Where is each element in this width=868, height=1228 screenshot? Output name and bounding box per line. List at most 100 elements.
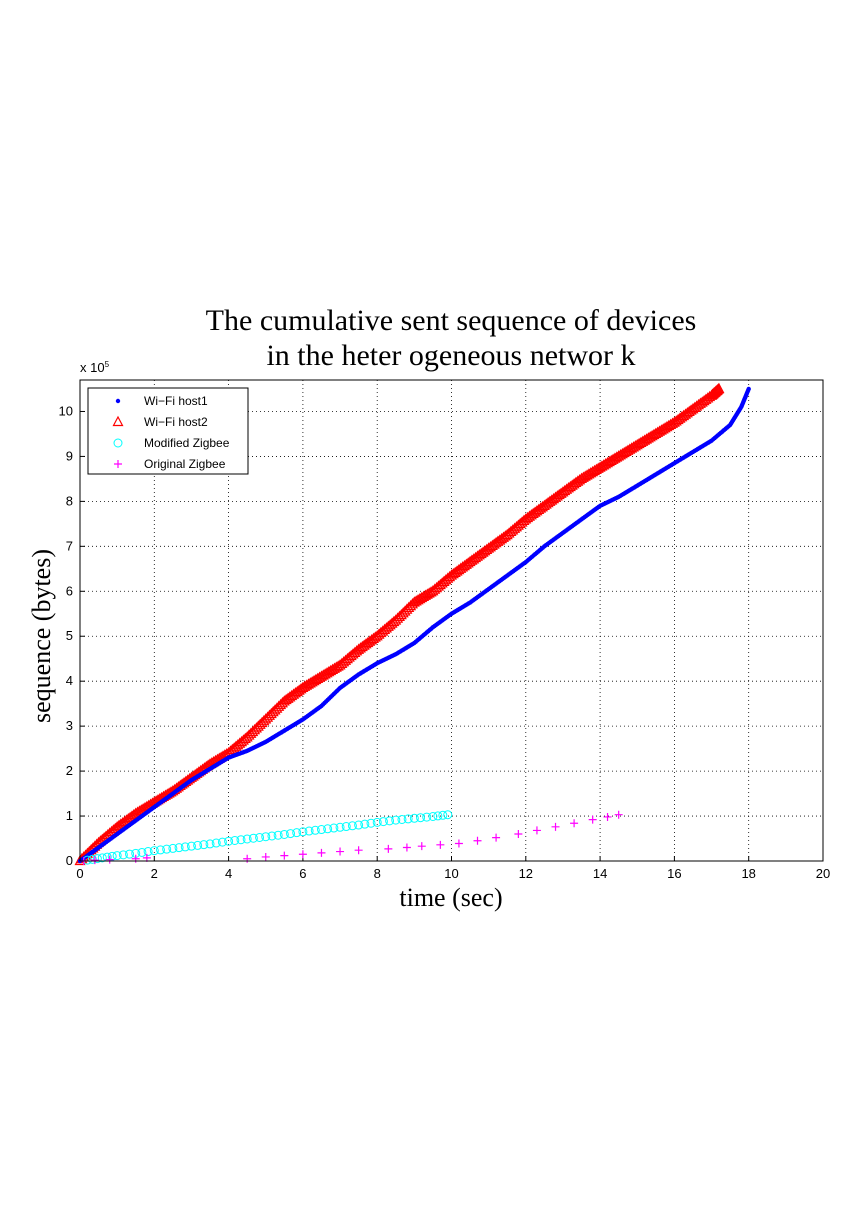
x-tick-label: 2 bbox=[151, 866, 158, 881]
data-point bbox=[614, 810, 623, 819]
data-point bbox=[249, 723, 261, 735]
data-point bbox=[292, 828, 302, 838]
x-tick-labels: 0 2 4 6 8 10 12 14 16 18 20 bbox=[76, 866, 830, 881]
data-point bbox=[107, 851, 117, 861]
data-point bbox=[242, 834, 252, 844]
data-point bbox=[388, 615, 400, 627]
data-point bbox=[323, 824, 333, 834]
data-point bbox=[746, 386, 751, 392]
data-point bbox=[422, 812, 432, 822]
y-tick-label: 10 bbox=[59, 403, 73, 418]
data-point bbox=[409, 813, 419, 823]
series-wi-fi-host2 bbox=[74, 382, 725, 866]
data-point bbox=[279, 829, 289, 839]
y-tick-label: 3 bbox=[66, 718, 73, 733]
data-point bbox=[236, 835, 246, 845]
data-point bbox=[149, 846, 159, 856]
data-point bbox=[168, 843, 178, 853]
data-point bbox=[275, 698, 287, 710]
data-point bbox=[269, 704, 281, 715]
data-point bbox=[436, 840, 445, 849]
y-tick-label: 0 bbox=[66, 853, 73, 868]
y-tick-label: 5 bbox=[66, 628, 73, 643]
data-point bbox=[347, 821, 357, 831]
data-point bbox=[256, 716, 268, 728]
data-point bbox=[252, 720, 264, 731]
legend-label: Modified Zigbee bbox=[144, 436, 230, 450]
x-tick-label: 8 bbox=[374, 866, 381, 881]
data-point bbox=[665, 418, 677, 430]
data-point bbox=[403, 601, 415, 613]
data-point bbox=[143, 847, 153, 857]
y-axis-label: sequence (bytes) bbox=[27, 549, 56, 723]
y-tick-label: 1 bbox=[66, 808, 73, 823]
y-tick-label: 6 bbox=[66, 583, 73, 598]
data-point bbox=[532, 826, 541, 835]
axes-box bbox=[79, 379, 824, 862]
x-tick-label: 10 bbox=[444, 866, 458, 881]
series-wi-fi-host1 bbox=[77, 386, 751, 864]
grid-lines bbox=[79, 380, 824, 862]
data-point bbox=[262, 711, 274, 722]
x-tick-label: 16 bbox=[667, 866, 681, 881]
y-tick-label: 2 bbox=[66, 763, 73, 778]
data-point bbox=[248, 833, 258, 843]
data-point bbox=[243, 854, 252, 863]
data-point bbox=[316, 825, 326, 835]
data-point bbox=[286, 829, 296, 839]
data-point bbox=[403, 814, 413, 824]
data-point bbox=[386, 617, 398, 628]
data-point bbox=[397, 607, 409, 618]
data-point bbox=[261, 832, 271, 842]
data-point bbox=[310, 825, 320, 835]
data-point bbox=[366, 818, 376, 828]
data-point bbox=[239, 732, 251, 744]
data-point bbox=[329, 823, 339, 833]
data-point bbox=[267, 831, 277, 841]
data-point bbox=[421, 588, 433, 599]
legend-label: Wi−Fi host1 bbox=[144, 394, 208, 408]
chart-title-line1: The cumulative sent sequence of devices bbox=[206, 304, 697, 337]
data-point bbox=[397, 814, 407, 824]
data-point bbox=[199, 840, 209, 850]
data-point bbox=[384, 844, 393, 853]
data-point bbox=[237, 734, 249, 745]
data-point bbox=[162, 844, 172, 854]
data-point bbox=[230, 835, 240, 845]
data-point bbox=[265, 707, 277, 719]
data-point bbox=[260, 713, 272, 724]
y-tick-label: 9 bbox=[66, 448, 73, 463]
data-point bbox=[273, 830, 283, 840]
data-point bbox=[280, 851, 289, 860]
data-point bbox=[433, 811, 443, 821]
legend-marker bbox=[114, 460, 122, 468]
data-point bbox=[570, 819, 579, 828]
data-point bbox=[391, 815, 401, 825]
data-point bbox=[395, 608, 407, 620]
data-point bbox=[97, 853, 107, 863]
data-point bbox=[174, 843, 184, 853]
data-point bbox=[273, 700, 285, 711]
data-point bbox=[267, 705, 279, 717]
x-tick-label: 20 bbox=[816, 866, 830, 881]
data-point bbox=[402, 843, 411, 852]
data-point bbox=[211, 838, 221, 848]
data-point bbox=[390, 614, 402, 625]
data-point bbox=[247, 725, 259, 737]
y-exponent-label: x 105 bbox=[80, 360, 110, 375]
legend-marker bbox=[113, 438, 123, 448]
series-modified-zigbee bbox=[82, 810, 453, 865]
data-point bbox=[261, 852, 270, 861]
data-point bbox=[193, 840, 203, 850]
data-point bbox=[118, 850, 128, 860]
chart-title-line2: in the heter ogeneous networ k bbox=[266, 339, 635, 372]
y-tick-label: 4 bbox=[66, 673, 73, 688]
data-point bbox=[354, 846, 363, 855]
data-point bbox=[298, 827, 308, 837]
legend-marker bbox=[112, 415, 124, 427]
data-point bbox=[304, 826, 314, 836]
x-tick-label: 6 bbox=[299, 866, 306, 881]
data-point bbox=[399, 605, 411, 616]
data-point bbox=[245, 727, 257, 738]
